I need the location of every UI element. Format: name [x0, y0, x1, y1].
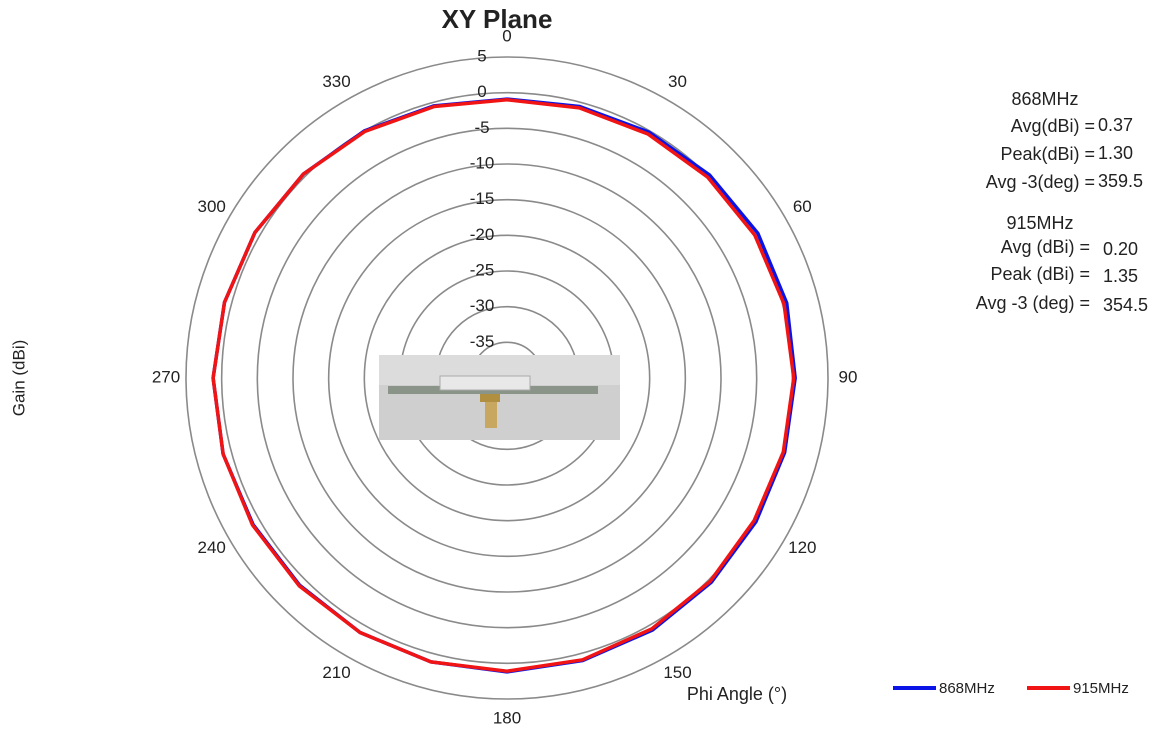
theta-tick-label: 180: [493, 708, 521, 727]
annotation-value: 0.37: [1098, 115, 1133, 135]
theta-tick-label: 150: [663, 663, 691, 682]
annotation-value: 354.5: [1103, 295, 1148, 315]
r-tick-label: -20: [470, 225, 495, 244]
chart: XY Plane Gain (dBi) Phi Angle (°) 50-5-1…: [0, 0, 1164, 740]
y-axis-label: Gain (dBi): [9, 340, 28, 417]
x-axis-label: Phi Angle (°): [687, 684, 787, 704]
annotation-value: 0.20: [1103, 239, 1138, 259]
legend-label: 915MHz: [1073, 680, 1129, 697]
theta-tick-label: 300: [197, 197, 225, 216]
theta-tick-label: 60: [793, 197, 812, 216]
annotation-label: Avg(dBi) =: [1011, 116, 1095, 136]
annotation-label: Avg -3(deg) =: [986, 172, 1095, 192]
theta-tick-label: 90: [839, 367, 858, 386]
r-tick-label: 0: [477, 82, 486, 101]
r-tick-label: -30: [470, 296, 495, 315]
theta-tick-label: 330: [322, 72, 350, 91]
annotation-value: 1.30: [1098, 143, 1133, 163]
r-tick-label: -10: [470, 153, 495, 172]
theta-tick-label: 120: [788, 538, 816, 557]
annotation-header: 915MHz: [1006, 213, 1073, 233]
annotation-label: Peak(dBi) =: [1000, 144, 1095, 164]
r-tick-label: -25: [470, 260, 495, 279]
theta-tick-label: 240: [197, 538, 225, 557]
legend-label: 868MHz: [939, 680, 995, 697]
annotation-label: Avg -3 (deg) =: [976, 293, 1090, 313]
theta-tick-label: 0: [502, 26, 511, 45]
theta-tick-label: 270: [152, 367, 180, 386]
r-tick-label: -5: [474, 118, 489, 137]
annotation-value: 359.5: [1098, 171, 1143, 191]
r-tick-label: 5: [477, 46, 486, 65]
annotation-value: 1.35: [1103, 266, 1138, 286]
chart-title: XY Plane: [442, 4, 553, 34]
r-tick-label: -35: [470, 332, 495, 351]
antenna-photo: [379, 355, 620, 440]
theta-tick-label: 210: [322, 663, 350, 682]
r-tick-label: -15: [470, 189, 495, 208]
annotation-header: 868MHz: [1011, 89, 1078, 109]
theta-tick-label: 30: [668, 72, 687, 91]
annotation-label: Peak (dBi) =: [990, 264, 1090, 284]
annotation-label: Avg (dBi) =: [1001, 237, 1090, 257]
